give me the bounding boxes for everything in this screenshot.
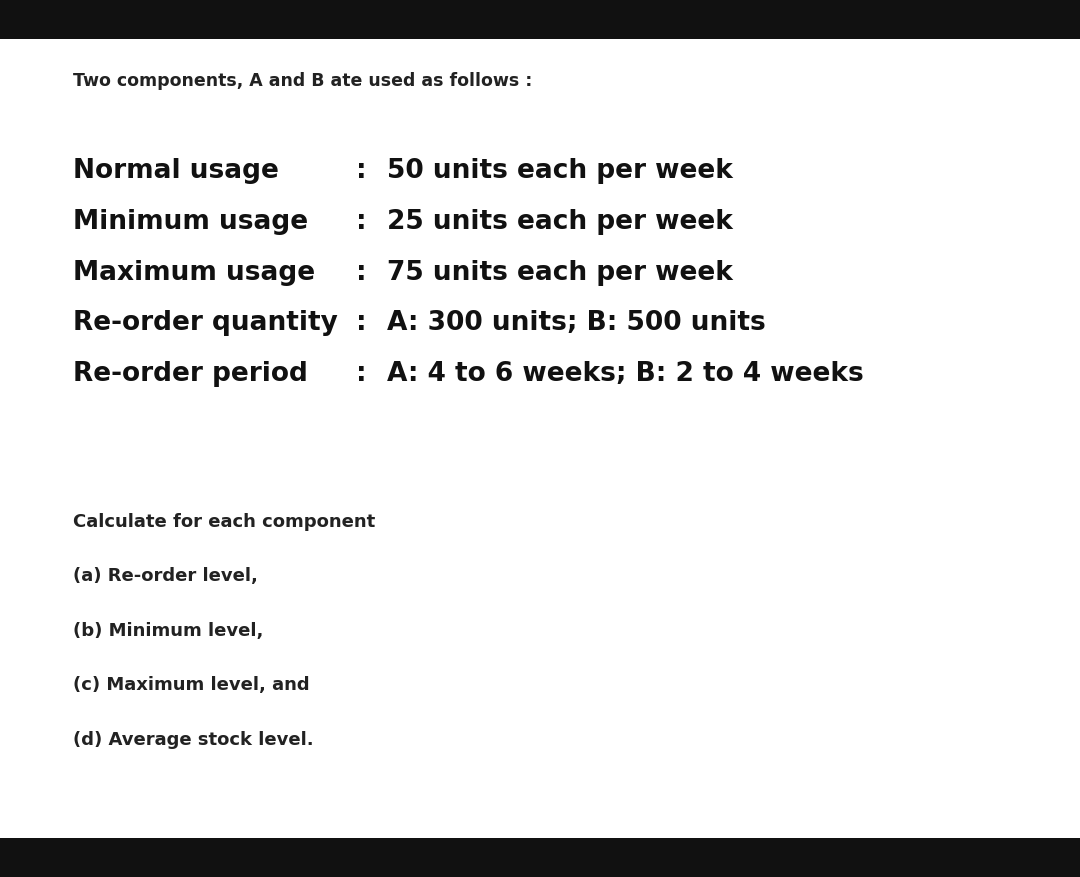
Text: Maximum usage: Maximum usage: [73, 260, 315, 286]
Text: Re-order quantity: Re-order quantity: [73, 310, 338, 337]
Text: :: :: [356, 310, 367, 337]
Text: :: :: [356, 361, 367, 388]
Text: (b) Minimum level,: (b) Minimum level,: [73, 622, 264, 640]
Text: 25 units each per week: 25 units each per week: [387, 209, 732, 235]
Text: Two components, A and B ate used as follows :: Two components, A and B ate used as foll…: [73, 72, 532, 90]
Text: A: 4 to 6 weeks; B: 2 to 4 weeks: A: 4 to 6 weeks; B: 2 to 4 weeks: [387, 361, 863, 388]
Text: Normal usage: Normal usage: [73, 158, 280, 184]
Text: Re-order period: Re-order period: [73, 361, 308, 388]
Text: :: :: [356, 158, 367, 184]
Text: :: :: [356, 260, 367, 286]
Text: 50 units each per week: 50 units each per week: [387, 158, 732, 184]
Bar: [0, 0, 1080, 39]
Text: A: 300 units; B: 500 units: A: 300 units; B: 500 units: [387, 310, 766, 337]
Text: (d) Average stock level.: (d) Average stock level.: [73, 731, 314, 749]
Text: (c) Maximum level, and: (c) Maximum level, and: [73, 676, 310, 695]
Text: 75 units each per week: 75 units each per week: [387, 260, 732, 286]
Text: Minimum usage: Minimum usage: [73, 209, 309, 235]
Text: (a) Re-order level,: (a) Re-order level,: [73, 567, 258, 586]
Text: Calculate for each component: Calculate for each component: [73, 513, 376, 531]
Text: :: :: [356, 209, 367, 235]
Bar: [0, 838, 1080, 877]
